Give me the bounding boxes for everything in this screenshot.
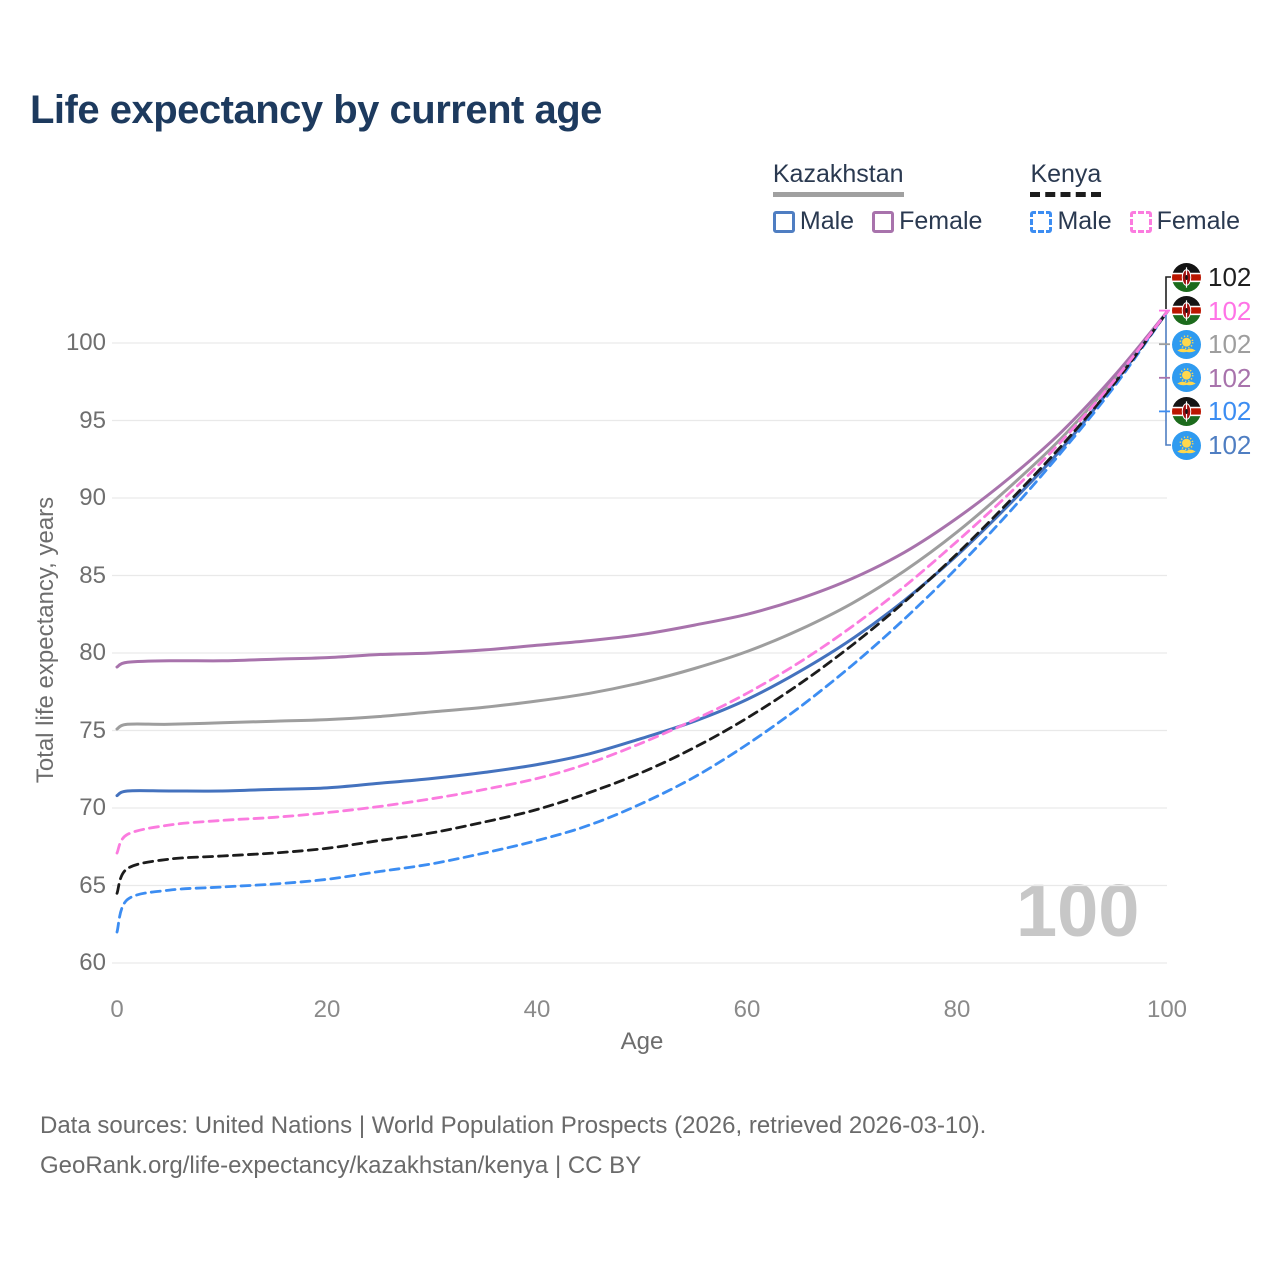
end-label-value: 102: [1208, 430, 1252, 460]
y-tick-label: 90: [79, 484, 106, 511]
y-tick-label: 95: [79, 406, 106, 434]
legend-group-kenya: Kenya Male Female: [1030, 160, 1240, 236]
x-tick-label: 100: [1146, 996, 1188, 1023]
legend-item-label: Male: [1057, 207, 1112, 235]
x-tick-label: 0: [110, 996, 124, 1023]
y-tick-label: 65: [79, 871, 106, 899]
end-label-value: 102: [1208, 329, 1252, 360]
kenya-flag-icon: [1172, 262, 1201, 292]
legend-item-kenya-female[interactable]: Female: [1129, 207, 1240, 236]
y-tick-label: 60: [79, 949, 106, 976]
series-line-kenya-female[interactable]: [115, 310, 1169, 855]
x-tick-label: 40: [523, 996, 551, 1023]
y-tick-label: 85: [79, 561, 106, 589]
watermark-age-counter: 100: [1016, 869, 1140, 952]
end-label-kazakhstan-female[interactable]: 102: [1172, 362, 1251, 394]
series-line-kenya-both[interactable]: [115, 310, 1169, 895]
series-line-kazakhstan-male[interactable]: [115, 310, 1169, 798]
legend-item-kazakhstan-female[interactable]: Female: [872, 207, 982, 236]
kazakhstan-flag-icon: [1172, 329, 1201, 359]
end-label-value: 102: [1208, 362, 1252, 393]
legend-country-kenya[interactable]: Kenya: [1030, 160, 1102, 197]
end-label-value: 102: [1208, 396, 1252, 427]
legend: Kazakhstan Male Female Kenya Male: [772, 160, 1240, 236]
kazakhstan-male-swatch-icon: [772, 210, 795, 233]
x-tick-label: 60: [733, 996, 761, 1023]
end-label-kazakhstan-both[interactable]: 102: [1172, 328, 1251, 360]
legend-country-kazakhstan[interactable]: Kazakhstan: [772, 160, 904, 197]
legend-item-label: Male: [799, 207, 855, 235]
kenya-flag-icon: [1172, 296, 1201, 326]
series-line-kenya-male[interactable]: [115, 310, 1169, 934]
legend-item-label: Female: [1156, 207, 1240, 235]
y-tick-label: 75: [79, 716, 106, 744]
page-title: Life expectancy by current age: [30, 88, 602, 132]
kenya-male-swatch-icon: [1030, 210, 1053, 233]
kazakhstan-flag-icon: [1172, 430, 1201, 460]
end-label-value: 102: [1208, 262, 1252, 292]
y-tick-label: 80: [79, 639, 106, 666]
legend-item-kazakhstan-male[interactable]: Male: [772, 207, 855, 236]
y-tick-label: 100: [65, 329, 106, 356]
end-label-kenya-male[interactable]: 102: [1172, 395, 1251, 427]
leader-line-bottom: [1165, 315, 1171, 446]
x-tick-label: 80: [943, 996, 971, 1023]
footer: Data sources: United Nations | World Pop…: [40, 1106, 986, 1186]
x-axis-title: Age: [620, 1028, 664, 1055]
end-label-kenya-both[interactable]: 102: [1172, 261, 1251, 293]
leader-line-top: [1165, 276, 1171, 309]
end-label-value: 102: [1208, 295, 1252, 326]
kazakhstan-female-swatch-icon: [872, 210, 895, 233]
x-tick-label: 20: [313, 996, 341, 1023]
y-tick-label: 70: [79, 794, 106, 821]
legend-item-kenya-male[interactable]: Male: [1030, 207, 1112, 236]
series-line-kazakhstan-both[interactable]: [115, 310, 1169, 731]
legend-group-kazakhstan: Kazakhstan Male Female: [772, 160, 982, 236]
footer-attribution[interactable]: GeoRank.org/life-expectancy/kazakhstan/k…: [40, 1152, 642, 1179]
legend-item-label: Female: [899, 207, 983, 235]
kenya-female-swatch-icon: [1129, 210, 1152, 233]
kenya-flag-icon: [1172, 396, 1201, 426]
kazakhstan-flag-icon: [1172, 363, 1201, 393]
footer-data-sources: Data sources: United Nations | World Pop…: [40, 1112, 987, 1139]
end-label-kazakhstan-male[interactable]: 102: [1172, 429, 1251, 461]
end-label-kenya-female[interactable]: 102: [1172, 295, 1251, 327]
series-line-kazakhstan-female[interactable]: [115, 310, 1169, 669]
